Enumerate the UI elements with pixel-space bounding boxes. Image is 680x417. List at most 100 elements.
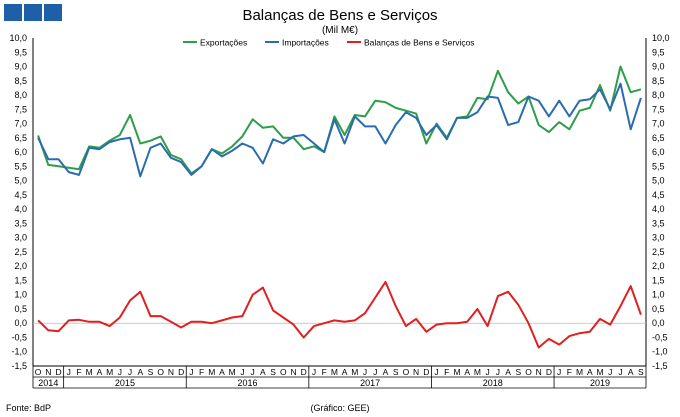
source-note: Fonte: BdP <box>6 403 51 413</box>
month-label: J <box>434 367 438 377</box>
month-label: M <box>86 367 93 377</box>
y-tick-label-left: 3,5 <box>14 218 27 228</box>
y-tick-label-right: 2,0 <box>652 261 665 271</box>
y-tick-label-left: 9,0 <box>14 62 27 72</box>
y-tick-label-left: 8,0 <box>14 90 27 100</box>
month-label: S <box>270 367 276 377</box>
y-tick-label-left: -1,0 <box>11 347 27 357</box>
month-label: M <box>474 367 481 377</box>
y-tick-label-right: -0,5 <box>652 332 668 342</box>
year-label: 2015 <box>115 378 135 388</box>
month-label: O <box>35 367 42 377</box>
series-line-2 <box>37 280 642 349</box>
y-tick-label-right: 1,0 <box>652 290 665 300</box>
month-label: M <box>596 367 603 377</box>
y-tick-label-right: 7,0 <box>652 119 665 129</box>
month-label: J <box>189 367 193 377</box>
credit-note: (Gráfico: GEE) <box>310 403 369 413</box>
legend-label-2: Balanças de Bens e Serviços <box>364 38 475 48</box>
month-label: J <box>128 367 132 377</box>
month-label: J <box>618 367 622 377</box>
month-label: S <box>393 367 399 377</box>
y-tick-label-left: 0,5 <box>14 304 27 314</box>
y-tick-label-right: 10,0 <box>652 33 670 43</box>
y-tick-label-right: 8,5 <box>652 76 665 86</box>
year-label: 2018 <box>483 378 503 388</box>
month-label: N <box>45 367 51 377</box>
legend: Exportações Importações Balanças de Bens e… <box>183 38 475 48</box>
y-tick-label-left: 9,5 <box>14 47 27 57</box>
month-label: J <box>312 367 316 377</box>
year-label: 2017 <box>360 378 380 388</box>
y-tick-label-left: 5,5 <box>14 161 27 171</box>
month-label: M <box>331 367 338 377</box>
y-tick-label-left: 2,5 <box>14 247 27 257</box>
month-label: J <box>363 367 367 377</box>
month-label: J <box>486 367 490 377</box>
y-tick-label-left: 7,0 <box>14 119 27 129</box>
month-label: D <box>55 367 61 377</box>
y-tick-label-left: 4,5 <box>14 190 27 200</box>
y-tick-label-right: 0,5 <box>652 304 665 314</box>
month-label: A <box>342 367 348 377</box>
y-tick-label-left: 8,5 <box>14 76 27 86</box>
brand-block <box>4 4 22 21</box>
y-tick-label-right: 8,0 <box>652 90 665 100</box>
month-label: A <box>219 367 225 377</box>
month-label: A <box>137 367 143 377</box>
month-label: N <box>290 367 296 377</box>
y-tick-label-right: 0,0 <box>652 318 665 328</box>
month-label: J <box>557 367 561 377</box>
month-label: N <box>413 367 419 377</box>
month-label: A <box>628 367 634 377</box>
year-label: 2016 <box>238 378 258 388</box>
month-label: N <box>536 367 542 377</box>
y-tick-label-right: 3,0 <box>652 233 665 243</box>
month-label: J <box>373 367 377 377</box>
month-label: O <box>280 367 287 377</box>
month-label: O <box>525 367 532 377</box>
month-label: A <box>383 367 389 377</box>
month-label: J <box>118 367 122 377</box>
y-tick-label-right: 2,5 <box>652 247 665 257</box>
y-tick-label-right: -1,0 <box>652 347 668 357</box>
y-tick-label-left: 1,0 <box>14 290 27 300</box>
y-axis-left: 10,0 9,5 9,0 8,5 8,0 7,5 7,0 6,5 6,0 5,5 5,0 4,5 4,0… <box>9 33 27 371</box>
month-label: A <box>464 367 470 377</box>
y-tick-label-left: -1,5 <box>11 361 27 371</box>
month-label: D <box>301 367 307 377</box>
month-label: J <box>608 367 612 377</box>
y-tick-label-right: 4,5 <box>652 190 665 200</box>
axes <box>32 38 647 366</box>
legend-label-0: Exportações <box>200 38 247 48</box>
y-tick-label-left: 2,0 <box>14 261 27 271</box>
month-label: J <box>251 367 255 377</box>
month-label: M <box>106 367 113 377</box>
y-tick-label-left: 10,0 <box>9 33 27 43</box>
month-label: A <box>505 367 511 377</box>
month-label: M <box>351 367 358 377</box>
month-label: S <box>638 367 644 377</box>
brand-block <box>44 4 62 21</box>
y-tick-label-left: 1,5 <box>14 275 27 285</box>
y-tick-label-left: -0,5 <box>11 332 27 342</box>
chart-title: Balanças de Bens e Serviços <box>242 7 437 24</box>
month-label: J <box>67 367 71 377</box>
series-line-0 <box>37 65 642 175</box>
series-line-1 <box>37 82 642 178</box>
month-label: J <box>240 367 244 377</box>
month-label: M <box>576 367 583 377</box>
month-label: A <box>587 367 593 377</box>
month-label: S <box>148 367 154 377</box>
month-label: A <box>260 367 266 377</box>
month-label: D <box>178 367 184 377</box>
y-tick-label-right: 7,5 <box>652 104 665 114</box>
y-tick-label-left: 6,0 <box>14 147 27 157</box>
y-tick-label-right: 4,0 <box>652 204 665 214</box>
y-tick-label-right: 3,5 <box>652 218 665 228</box>
year-label: 2019 <box>590 378 610 388</box>
month-label: F <box>199 367 204 377</box>
year-label: 2014 <box>38 378 58 388</box>
